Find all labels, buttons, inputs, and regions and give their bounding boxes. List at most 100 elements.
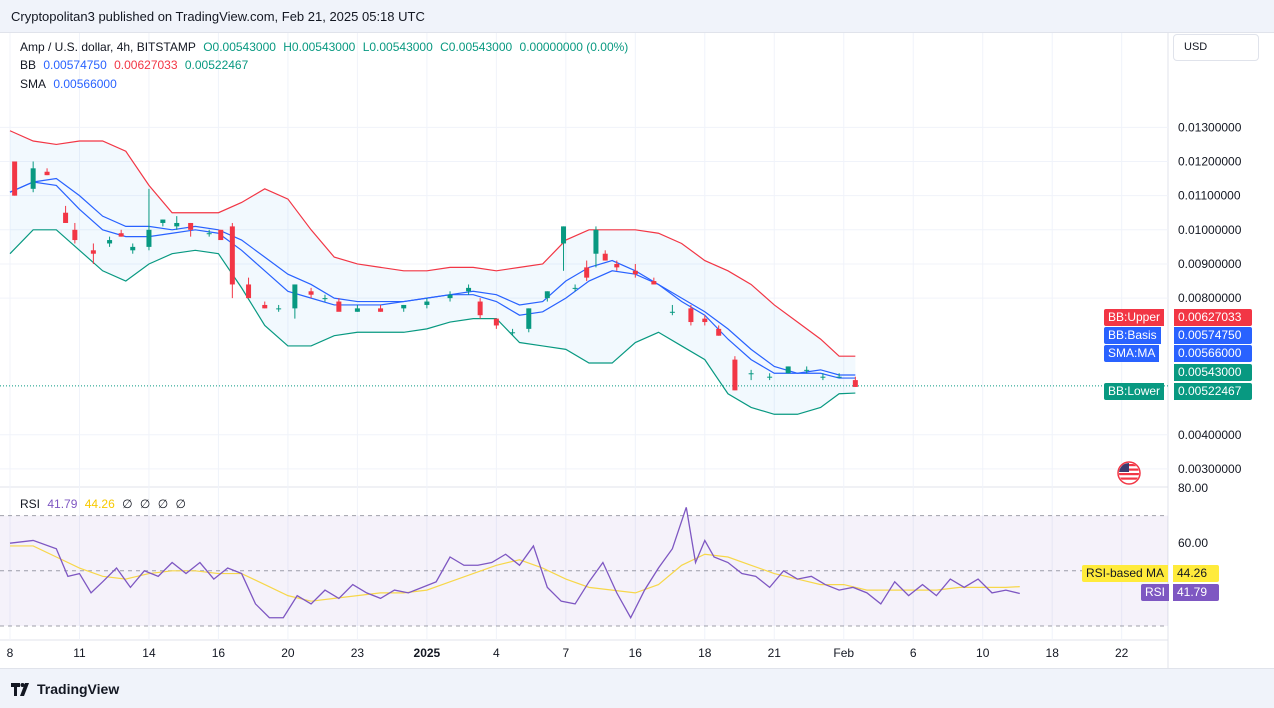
candle-body xyxy=(229,226,235,285)
candle-body xyxy=(526,308,532,329)
y-tick-label: 0.01100000 xyxy=(1178,189,1241,203)
x-tick-label: 6 xyxy=(910,646,917,660)
candle-body xyxy=(669,311,675,313)
candle-body xyxy=(852,380,858,387)
x-tick-label: 14 xyxy=(142,646,156,660)
candle-body xyxy=(785,366,791,374)
footer-bar: TradingView xyxy=(0,668,1274,708)
candle-body xyxy=(292,284,298,309)
price-axis-label-name: BB:Lower xyxy=(1104,383,1165,400)
us-flag-icon[interactable] xyxy=(1117,461,1141,490)
rsi-line xyxy=(9,507,1020,620)
candle-body xyxy=(477,301,483,316)
candle-body xyxy=(614,263,620,268)
candle-body xyxy=(12,161,18,196)
candle-body xyxy=(130,246,136,251)
x-tick-label: 23 xyxy=(351,646,365,660)
rsi-extra-1: ∅ xyxy=(122,497,133,511)
rsi-axis-label-name: RSI-based MA xyxy=(1082,565,1169,582)
symbol-name[interactable]: Amp / U.S. dollar, 4h, BITSTAMP xyxy=(20,40,196,54)
candle-body xyxy=(188,222,194,230)
sma-legend[interactable]: SMA 0.00566000 xyxy=(20,77,121,91)
x-tick-label: 11 xyxy=(73,646,86,660)
publish-header: Cryptopolitan3 published on TradingView.… xyxy=(0,0,1274,33)
bb-lower-value: 0.00522467 xyxy=(184,58,249,72)
candle-body xyxy=(174,222,180,227)
y-tick-label: 0.00300000 xyxy=(1178,462,1242,476)
currency-button[interactable]: USD xyxy=(1173,34,1259,61)
sma-line xyxy=(9,181,856,379)
candle-body xyxy=(118,233,124,237)
x-tick-label: 16 xyxy=(212,646,226,660)
rsi-label: RSI xyxy=(20,497,41,511)
x-tick-label: 18 xyxy=(698,646,712,660)
candle-body xyxy=(107,240,113,244)
rsi-axis-label-value: 41.79 xyxy=(1173,584,1219,601)
x-tick-label: 18 xyxy=(1046,646,1060,660)
rsi-extra-3: ∅ xyxy=(157,497,169,511)
rsi-ma-line xyxy=(10,545,1020,602)
symbol-legend: Amp / U.S. dollar, 4h, BITSTAMP O0.00543… xyxy=(20,40,632,54)
candle-body xyxy=(206,233,212,235)
candle-body xyxy=(466,287,472,292)
x-tick-label: Feb xyxy=(833,646,854,660)
candle-body xyxy=(218,229,224,241)
y-tick-label: 0.00800000 xyxy=(1178,291,1242,305)
ohlc-high: H0.00543000 xyxy=(283,40,356,54)
bb-label: BB xyxy=(20,58,37,72)
candle-body xyxy=(748,373,754,375)
candle-body xyxy=(493,318,499,326)
candle-body xyxy=(544,291,550,299)
price-axis-label-value: 0.00566000 xyxy=(1174,345,1252,362)
candle-body xyxy=(732,359,738,391)
y-tick-label: 0.00400000 xyxy=(1178,428,1242,442)
x-tick-label: 10 xyxy=(976,646,990,660)
candle-body xyxy=(336,301,342,312)
x-tick-label: 4 xyxy=(493,646,500,660)
candle-body xyxy=(401,304,407,309)
candle-body xyxy=(702,318,708,323)
tradingview-logo-icon xyxy=(11,682,29,696)
x-tick-label: 22 xyxy=(1115,646,1129,660)
price-axis-label-name: SMA:MA xyxy=(1104,345,1160,362)
candle-body xyxy=(602,253,608,261)
candle-body xyxy=(767,376,773,378)
rsi-extra-2: ∅ xyxy=(139,497,151,511)
candle-body xyxy=(160,219,166,223)
candle-body xyxy=(424,301,430,305)
x-tick-label: 16 xyxy=(629,646,643,660)
ohlc-change: 0.00000000 (0.00%) xyxy=(519,40,629,54)
candle-body xyxy=(308,291,314,295)
x-tick-label: 8 xyxy=(7,646,14,660)
candle-body xyxy=(510,332,516,334)
x-tick-label: 21 xyxy=(768,646,782,660)
bb-basis-value: 0.00574750 xyxy=(43,58,107,72)
candle-body xyxy=(276,308,282,310)
bb-legend[interactable]: BB 0.00574750 0.00627033 0.00522467 xyxy=(20,58,252,72)
candle-body xyxy=(378,308,384,312)
rsi-value: 41.79 xyxy=(47,497,78,511)
price-axis-label-name: BB:Upper xyxy=(1104,309,1165,326)
price-axis-label-value: 0.00574750 xyxy=(1174,327,1252,344)
candle-body xyxy=(561,226,567,244)
candle-body xyxy=(246,284,252,299)
tradingview-logo[interactable]: TradingView xyxy=(11,680,119,698)
rsi-y-tick-label: 60.00 xyxy=(1178,536,1208,550)
candle-body xyxy=(72,229,78,241)
y-tick-label: 0.01000000 xyxy=(1178,223,1242,237)
sma-label: SMA xyxy=(20,77,47,91)
candle-body xyxy=(322,298,328,300)
price-axis-label-name: BB:Basis xyxy=(1104,327,1161,344)
publish-text: Cryptopolitan3 published on TradingView.… xyxy=(11,9,425,24)
rsi-axis-label-name: RSI xyxy=(1141,584,1170,601)
candle-body xyxy=(30,168,36,189)
candle-body xyxy=(572,287,578,289)
sma-value: 0.00566000 xyxy=(53,77,117,91)
rsi-legend[interactable]: RSI 41.79 44.26 ∅ ∅ ∅ ∅ xyxy=(20,497,190,511)
candle-body xyxy=(44,171,50,176)
candle-body xyxy=(584,267,590,278)
rsi-y-tick-label: 80.00 xyxy=(1178,481,1208,495)
y-tick-label: 0.00900000 xyxy=(1178,257,1242,271)
candle-body xyxy=(716,328,722,336)
